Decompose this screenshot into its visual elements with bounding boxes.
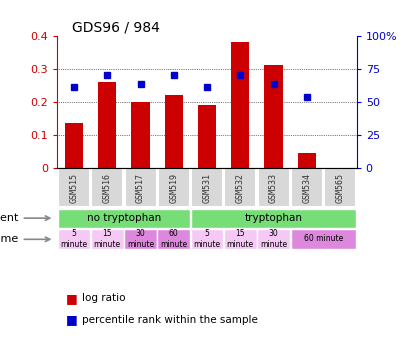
Bar [58, 229, 90, 250]
Bar [231, 42, 249, 167]
Text: 30
minute: 30 minute [259, 229, 286, 248]
Bar [324, 168, 355, 207]
Text: GSM519: GSM519 [169, 172, 178, 202]
Text: GSM533: GSM533 [268, 172, 277, 202]
Text: GSM532: GSM532 [235, 172, 244, 202]
Bar [257, 168, 289, 207]
Text: agent: agent [0, 213, 18, 223]
Bar [290, 168, 322, 207]
Bar [223, 229, 256, 250]
Text: log ratio: log ratio [82, 293, 125, 303]
Bar [58, 208, 190, 228]
Bar [191, 168, 222, 207]
Text: percentile rank within the sample: percentile rank within the sample [82, 315, 257, 325]
Text: GDS96 / 984: GDS96 / 984 [72, 21, 160, 35]
Bar [157, 229, 190, 250]
Text: time: time [0, 234, 18, 244]
Bar [290, 229, 355, 250]
Text: ■: ■ [65, 292, 77, 305]
Bar [190, 208, 355, 228]
Text: 60 minute: 60 minute [303, 235, 342, 243]
Bar [131, 102, 149, 167]
Text: GSM515: GSM515 [70, 172, 79, 202]
Text: GSM517: GSM517 [136, 172, 145, 202]
Text: 15
minute: 15 minute [226, 229, 253, 248]
Bar [224, 168, 256, 207]
Bar [264, 65, 282, 167]
Text: GSM534: GSM534 [301, 172, 310, 202]
Text: 30
minute: 30 minute [127, 229, 154, 248]
Text: GSM516: GSM516 [103, 172, 112, 202]
Bar [58, 168, 90, 207]
Bar [198, 105, 216, 167]
Bar [98, 82, 116, 167]
Text: 15
minute: 15 minute [94, 229, 121, 248]
Text: tryptophan: tryptophan [244, 213, 302, 223]
Bar [256, 229, 289, 250]
Text: 5
minute: 5 minute [193, 229, 220, 248]
Text: 60
minute: 60 minute [160, 229, 187, 248]
Text: 5
minute: 5 minute [60, 229, 88, 248]
Bar [124, 168, 156, 207]
Bar [297, 153, 315, 167]
Bar [91, 168, 123, 207]
Text: no tryptophan: no tryptophan [87, 213, 161, 223]
Text: ■: ■ [65, 313, 77, 326]
Bar [65, 123, 83, 167]
Bar [91, 229, 123, 250]
Bar [190, 229, 223, 250]
Bar [157, 168, 189, 207]
Text: GSM565: GSM565 [335, 172, 344, 202]
Text: GSM531: GSM531 [202, 172, 211, 202]
Bar [164, 95, 182, 167]
Bar [124, 229, 157, 250]
